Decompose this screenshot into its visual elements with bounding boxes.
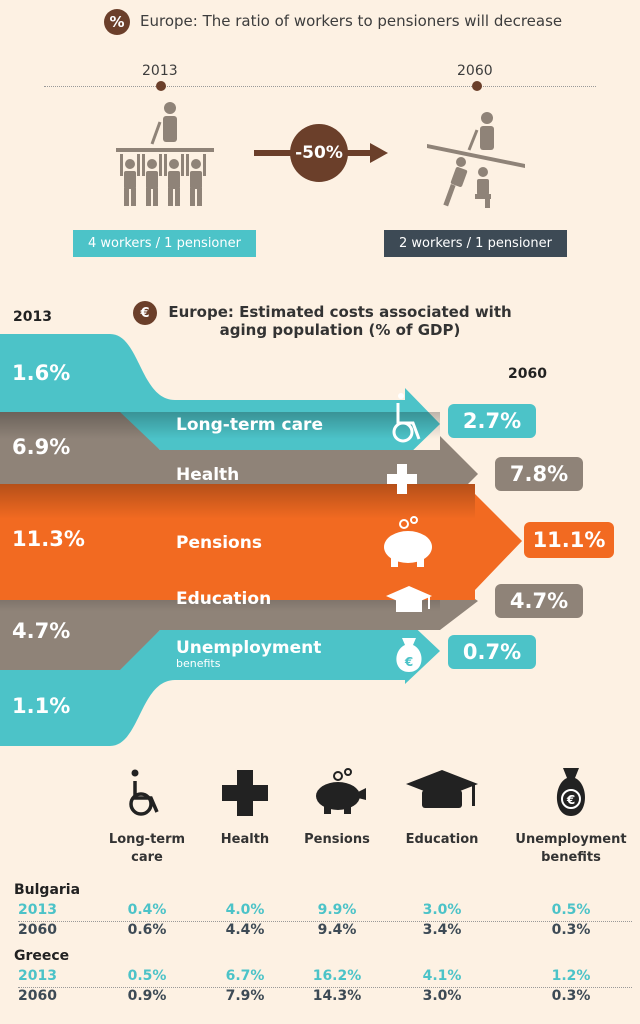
table-cell: 14.3% xyxy=(312,988,362,1004)
right-value-education: 4.7% xyxy=(495,584,583,618)
change-arrowhead xyxy=(370,143,388,163)
cross-icon xyxy=(222,770,268,816)
label-unemployment: Unemployment xyxy=(176,638,322,658)
costs-title-line2: aging population (% of GDP) xyxy=(219,321,461,339)
table-cell: 4.0% xyxy=(225,902,265,918)
timeline-divider xyxy=(44,86,596,87)
col-label-unemployment: Unemployment benefits xyxy=(515,832,627,865)
label-education: Education xyxy=(176,589,272,609)
table-cell: 0.3% xyxy=(551,922,591,938)
table-cell: 0.9% xyxy=(127,988,167,1004)
table-cell: 9.9% xyxy=(317,902,357,918)
table-cell: 0.5% xyxy=(127,968,167,984)
ratio-2013-pill: 4 workers / 1 pensioner xyxy=(73,230,256,257)
table-cell: 0.4% xyxy=(127,902,167,918)
col-label-education: Education xyxy=(405,832,479,847)
table-cell: 3.4% xyxy=(422,922,462,938)
table-cell: 16.2% xyxy=(312,968,362,984)
col-label-long-term-care: Long-term care xyxy=(108,832,186,865)
left-value-pensions: 11.3% xyxy=(12,527,85,551)
table-cell: 4.4% xyxy=(225,922,265,938)
table-cell: 6.7% xyxy=(225,968,265,984)
table-cell: 3.0% xyxy=(422,902,462,918)
label-pensions: Pensions xyxy=(176,533,262,553)
country-bulgaria: Bulgaria xyxy=(14,882,81,898)
change-value: -50% xyxy=(295,143,343,163)
table-cell: 0.6% xyxy=(127,922,167,938)
year-left-label: 2013 xyxy=(13,309,52,325)
ratio-title: Europe: The ratio of workers to pensione… xyxy=(140,12,563,30)
table-cell: 0.3% xyxy=(551,988,591,1004)
left-value-unemployment: 1.1% xyxy=(12,694,71,718)
right-value-unemployment: 0.7% xyxy=(448,635,536,669)
col-label-health: Health xyxy=(220,832,270,847)
svg-text:€: € xyxy=(566,793,575,807)
row-year: 2013 xyxy=(18,968,57,984)
piggy-bank-icon xyxy=(384,516,432,567)
left-value-health: 6.9% xyxy=(12,435,71,459)
year-2013-label: 2013 xyxy=(142,63,178,79)
left-value-long-term-care: 1.6% xyxy=(12,361,71,385)
row-year: 2013 xyxy=(18,902,57,918)
change-badge: -50% xyxy=(290,124,348,182)
ratio-2060-pill: 2 workers / 1 pensioner xyxy=(384,230,567,257)
row-divider xyxy=(18,987,632,988)
graduation-cap-icon xyxy=(406,770,478,808)
wheelchair-icon xyxy=(392,393,421,443)
right-value-pensions: 11.1% xyxy=(524,522,614,558)
label-health: Health xyxy=(176,465,240,485)
euro-bag-icon: € xyxy=(133,301,157,325)
right-value-health: 7.8% xyxy=(495,457,583,491)
row-divider xyxy=(18,921,632,922)
table-cell: 7.9% xyxy=(225,988,265,1004)
label-unemployment-sub: benefits xyxy=(176,657,221,670)
piggy-bank-icon xyxy=(316,768,366,814)
label-long-term-care: Long-term care xyxy=(176,415,323,435)
money-bag-icon: € xyxy=(556,768,586,816)
money-bag-icon: € xyxy=(396,638,422,672)
country-greece: Greece xyxy=(14,948,70,964)
table-cell: 4.1% xyxy=(422,968,462,984)
year-right-label: 2060 xyxy=(508,366,547,382)
table-cell: 1.2% xyxy=(551,968,591,984)
cross-icon xyxy=(387,464,417,494)
row-year: 2060 xyxy=(18,922,57,938)
workers-icon xyxy=(116,102,214,206)
col-label-pensions: Pensions xyxy=(304,832,370,847)
wheelchair-icon xyxy=(129,769,159,816)
graduation-cap-icon xyxy=(386,586,432,612)
table-cell: 0.5% xyxy=(551,902,591,918)
year-2060-label: 2060 xyxy=(457,63,493,79)
row-year: 2060 xyxy=(18,988,57,1004)
svg-text:€: € xyxy=(404,655,413,669)
table-cell: 3.0% xyxy=(422,988,462,1004)
timeline-dot-2013 xyxy=(156,81,166,91)
flow-chart: € xyxy=(0,334,522,746)
percent-icon: % xyxy=(104,9,130,35)
left-value-education: 4.7% xyxy=(12,619,71,643)
right-value-long-term-care: 2.7% xyxy=(448,404,536,438)
costs-title-line1: Europe: Estimated costs associated with xyxy=(168,303,512,321)
pensioner-icon xyxy=(427,112,525,208)
timeline-dot-2060 xyxy=(472,81,482,91)
table-cell: 9.4% xyxy=(317,922,357,938)
